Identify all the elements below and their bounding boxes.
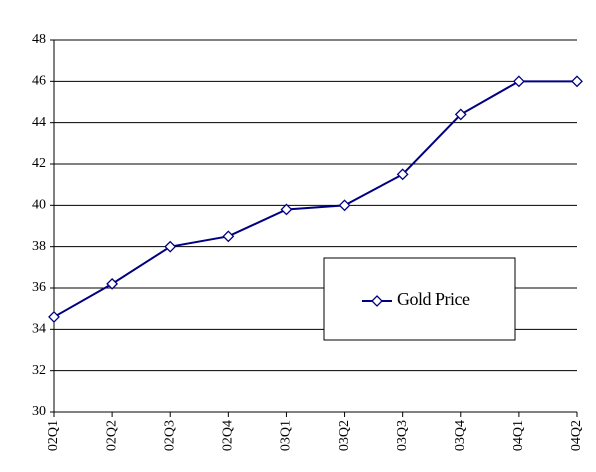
y-tick-label: 48 <box>32 32 46 47</box>
x-tick-label: 02Q2 <box>104 420 119 451</box>
x-tick-label: 04Q2 <box>569 420 584 451</box>
point <box>454 108 467 121</box>
point <box>338 199 351 212</box>
y-tick-label: 30 <box>32 404 46 419</box>
y-tick-label: 40 <box>32 198 46 213</box>
x-tick-label: 03Q1 <box>279 420 294 451</box>
y-tick-label: 46 <box>32 74 46 89</box>
legend-marker <box>371 295 383 307</box>
y-tick-label: 44 <box>32 115 46 130</box>
y-tick-label: 36 <box>32 280 46 295</box>
y-tick-label: 32 <box>32 363 46 378</box>
x-tick-label: 02Q4 <box>221 420 236 451</box>
point <box>222 230 235 243</box>
y-tick-label: 34 <box>32 322 46 337</box>
x-tick-label: 04Q1 <box>511 420 526 451</box>
point <box>280 203 293 216</box>
point <box>48 311 60 323</box>
x-tick-label: 03Q3 <box>395 420 410 451</box>
y-tick-label: 38 <box>32 239 46 254</box>
point <box>512 75 525 88</box>
point <box>571 75 583 88</box>
point <box>396 168 409 181</box>
x-tick-label: 02Q3 <box>162 420 177 451</box>
x-tick-label: 03Q2 <box>337 420 352 451</box>
x-tick-label: 02Q1 <box>46 420 61 451</box>
y-tick-label: 42 <box>32 156 46 171</box>
point <box>164 240 177 253</box>
point <box>106 277 119 290</box>
series-line <box>53 80 577 318</box>
legend-box <box>323 257 516 341</box>
x-tick-label: 03Q4 <box>453 420 468 451</box>
legend-label: Gold Price <box>397 289 470 309</box>
